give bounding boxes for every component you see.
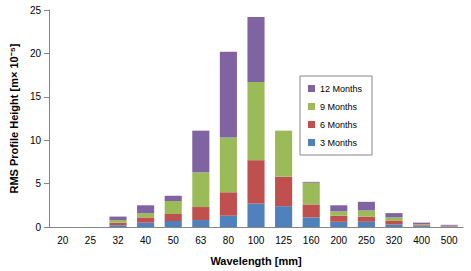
svg-text:5: 5 bbox=[35, 178, 41, 189]
svg-text:20: 20 bbox=[30, 48, 42, 59]
svg-text:50: 50 bbox=[168, 235, 180, 246]
svg-text:500: 500 bbox=[441, 235, 458, 246]
svg-text:12 Months: 12 Months bbox=[320, 84, 363, 94]
svg-text:0: 0 bbox=[35, 222, 41, 233]
svg-text:63: 63 bbox=[195, 235, 207, 246]
svg-text:32: 32 bbox=[112, 235, 124, 246]
svg-text:RMS Profile Height [m× 10⁻⁵]: RMS Profile Height [m× 10⁻⁵] bbox=[8, 43, 20, 193]
svg-text:160: 160 bbox=[303, 235, 320, 246]
svg-text:320: 320 bbox=[386, 235, 403, 246]
svg-text:80: 80 bbox=[223, 235, 235, 246]
svg-text:6 Months: 6 Months bbox=[320, 120, 358, 130]
svg-text:100: 100 bbox=[248, 235, 265, 246]
svg-text:400: 400 bbox=[413, 235, 430, 246]
svg-text:Wavelength [mm]: Wavelength [mm] bbox=[210, 255, 302, 267]
svg-text:3 Months: 3 Months bbox=[320, 138, 358, 148]
svg-text:15: 15 bbox=[30, 91, 42, 102]
svg-text:10: 10 bbox=[30, 135, 42, 146]
svg-text:40: 40 bbox=[140, 235, 152, 246]
svg-text:25: 25 bbox=[30, 5, 42, 16]
svg-text:125: 125 bbox=[275, 235, 292, 246]
svg-text:200: 200 bbox=[330, 235, 347, 246]
svg-text:250: 250 bbox=[358, 235, 375, 246]
svg-text:25: 25 bbox=[85, 235, 97, 246]
svg-text:9 Months: 9 Months bbox=[320, 102, 358, 112]
svg-text:20: 20 bbox=[57, 235, 69, 246]
